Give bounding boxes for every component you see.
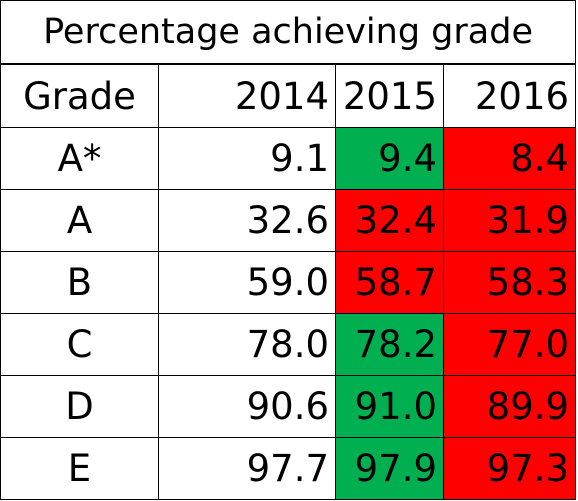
table-row: D 90.6 91.0 89.9 [0, 375, 577, 438]
grade-cell: C [0, 313, 159, 376]
year-column-header-2016: 2016 [442, 63, 577, 128]
value-cell-2014: 97.7 [158, 437, 336, 500]
value-cell-2016: 77.0 [442, 313, 577, 376]
header-row: Grade 2014 2015 2016 [0, 63, 577, 128]
table-body: A* 9.1 9.4 8.4 A 32.6 32.4 31.9 B 59.0 58.7 58.3 C 78… [0, 127, 577, 500]
value-cell-2014: 90.6 [158, 375, 336, 438]
value-cell-2014: 59.0 [158, 251, 336, 314]
title-row: Percentage achieving grade [0, 0, 577, 65]
value-cell-2015: 32.4 [335, 189, 444, 252]
year-column-header-2014: 2014 [158, 63, 336, 128]
value-cell-2016: 97.3 [442, 437, 577, 500]
value-cell-2015: 9.4 [335, 127, 444, 190]
value-cell-2016: 89.9 [442, 375, 577, 438]
value-cell-2014: 9.1 [158, 127, 336, 190]
table-row: A 32.6 32.4 31.9 [0, 189, 577, 252]
table-title: Percentage achieving grade [0, 0, 577, 65]
table-row: A* 9.1 9.4 8.4 [0, 127, 577, 190]
value-cell-2016: 58.3 [442, 251, 577, 314]
table-row: E 97.7 97.9 97.3 [0, 437, 577, 500]
value-cell-2014: 78.0 [158, 313, 336, 376]
value-cell-2014: 32.6 [158, 189, 336, 252]
value-cell-2015: 58.7 [335, 251, 444, 314]
value-cell-2016: 8.4 [442, 127, 577, 190]
grade-cell: E [0, 437, 159, 500]
grade-cell: B [0, 251, 159, 314]
grade-cell: A [0, 189, 159, 252]
year-column-header-2015: 2015 [335, 63, 444, 128]
value-cell-2015: 97.9 [335, 437, 444, 500]
table-row: B 59.0 58.7 58.3 [0, 251, 577, 314]
grade-column-header: Grade [0, 63, 159, 128]
table-row: C 78.0 78.2 77.0 [0, 313, 577, 376]
value-cell-2015: 78.2 [335, 313, 444, 376]
value-cell-2015: 91.0 [335, 375, 444, 438]
grade-cell: D [0, 375, 159, 438]
value-cell-2016: 31.9 [442, 189, 577, 252]
grade-cell: A* [0, 127, 159, 190]
